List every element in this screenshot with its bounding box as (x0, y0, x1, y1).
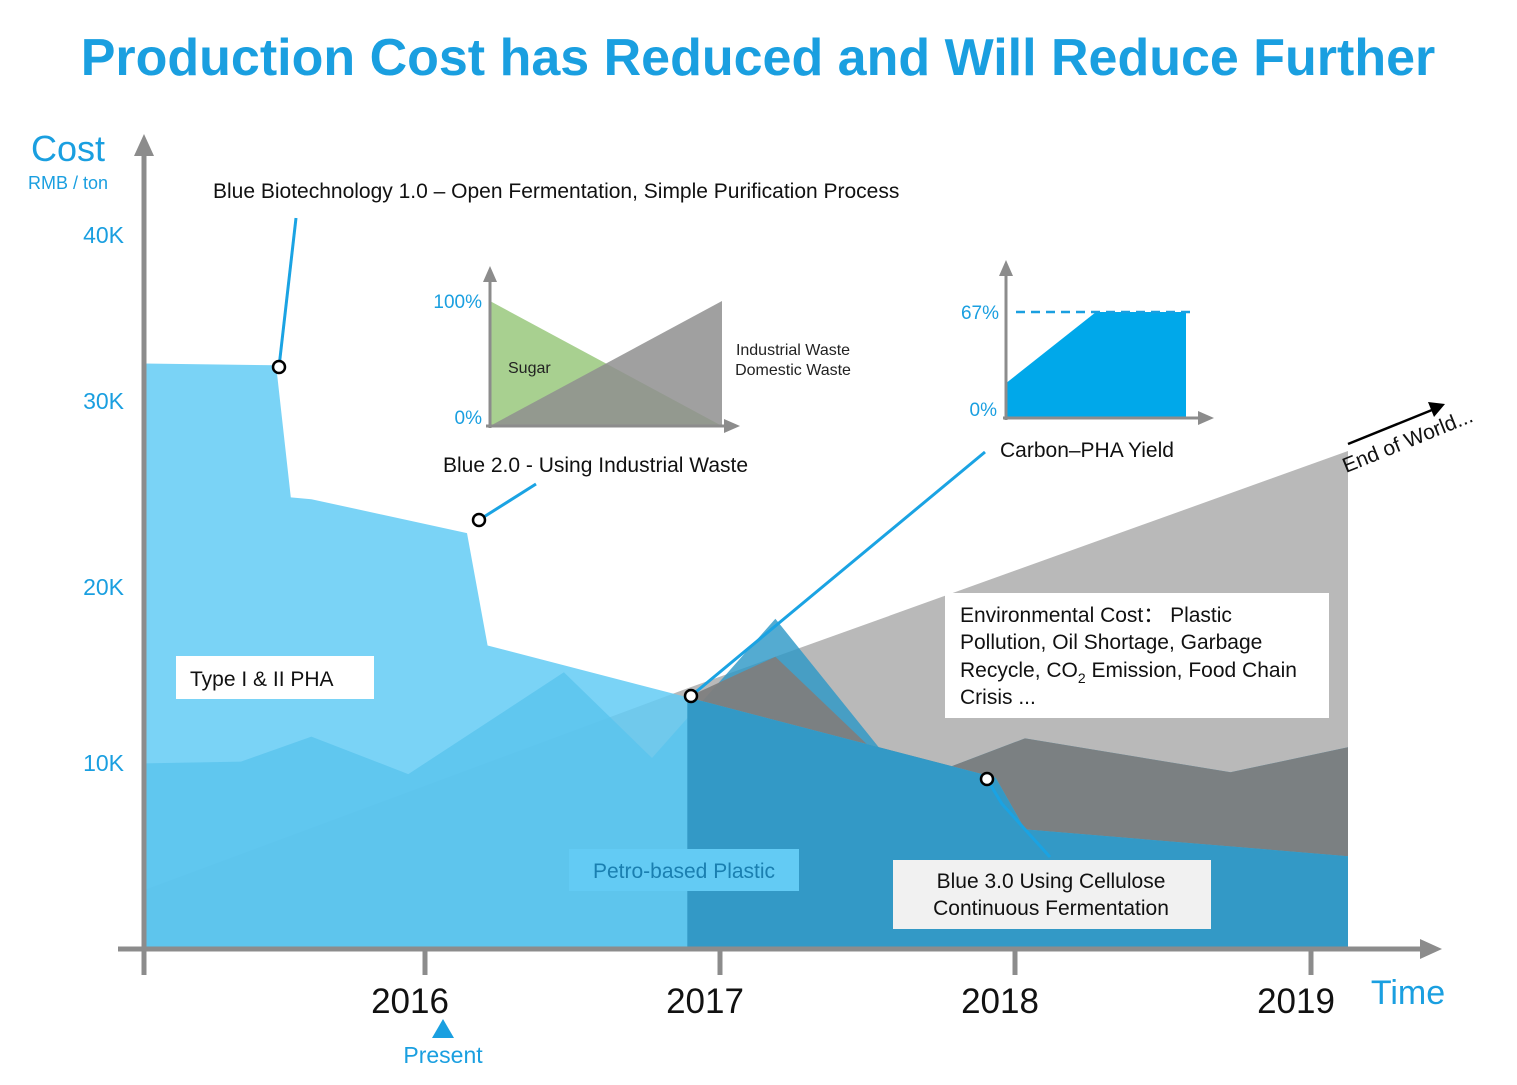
inset-feedstock-ylabel-bottom: 0% (455, 408, 483, 429)
annotation-yield: Carbon–PHA Yield (1000, 439, 1174, 462)
env-line3-b: Emission, Food Chain (1086, 659, 1297, 682)
series-area-type-i-ii-pha (144, 363, 1348, 949)
legend-pha-label: Type I & II PHA (190, 668, 334, 691)
y-tick-label-30K: 30K (83, 388, 125, 414)
y-tick-label-40K: 40K (83, 222, 125, 248)
env-line3-a: Recycle, CO (960, 659, 1078, 682)
environmental-cost-line4: Crisis ... (960, 686, 1036, 709)
milestone-point-1 (271, 359, 287, 375)
overlap-area-dark (687, 656, 1348, 857)
x-tick-layer: 2016 2017 2018 2019 (141, 949, 1335, 1021)
present-marker-triangle (432, 1019, 454, 1038)
y-axis-arrow (134, 134, 154, 156)
leader-line-blue-1 (277, 217, 298, 368)
y-tick-label-10K: 10K (83, 750, 125, 776)
inset-yield-ylabel-top: 67% (961, 303, 999, 324)
inset-feedstock-x-arrow (724, 419, 740, 433)
end-of-world-arrow-line (1347, 408, 1433, 446)
y-tick-label-20K: 20K (83, 574, 125, 600)
present-marker-label: Present (403, 1042, 483, 1068)
inset-feedstock-ylabel-top: 100% (433, 292, 482, 313)
end-of-world: End of World... (1339, 402, 1476, 478)
inset-feedstock-waste-area (490, 301, 722, 426)
leader-line-blue-3 (985, 778, 1052, 859)
milestone-point-2 (471, 512, 487, 528)
environmental-cost-line3: Recycle, CO2 Emission, Food Chain (960, 659, 1297, 686)
environmental-cost-line2: Pollution, Oil Shortage, Garbage (960, 631, 1262, 654)
annotation-blue-3-box (893, 860, 1211, 929)
legend-petro-box (569, 849, 799, 891)
leader-line-yield (690, 450, 986, 698)
inset-yield-ylabel-bottom: 0% (970, 400, 998, 421)
leader-lines (277, 217, 1052, 859)
end-of-world-arrowhead (1428, 402, 1445, 417)
inset-yield-x-arrow (1198, 411, 1214, 425)
inset-feedstock-sugar-label: Sugar (508, 360, 551, 377)
annotation-blue-2: Blue 2.0 - Using Industrial Waste (443, 454, 748, 477)
inset-feedstock-waste-label-1: Industrial Waste (736, 342, 850, 359)
inset-feedstock-waste-label-2: Domestic Waste (735, 362, 851, 379)
leader-line-blue-2 (478, 482, 537, 522)
x-axis-label: Time (1371, 974, 1445, 1012)
inset-yield: 67% 0% (961, 260, 1214, 425)
environmental-cost-box (945, 593, 1329, 718)
annotation-blue-1: Blue Biotechnology 1.0 – Open Fermentati… (213, 180, 899, 203)
y-axis-label: Cost (31, 128, 105, 169)
env-line3-sub: 2 (1078, 670, 1086, 686)
legend-petro-label: Petro-based Plastic (593, 860, 775, 883)
x-tick-label-2019: 2019 (1257, 982, 1335, 1021)
axes (118, 134, 1442, 975)
milestone-point-4 (979, 771, 995, 787)
x-tick-label-2018: 2018 (961, 982, 1039, 1021)
environmental-cost-text: Environmental Cost： Plastic Pollution, O… (960, 604, 1297, 709)
x-axis-arrow (1420, 939, 1442, 959)
environmental-cost-line1: Environmental Cost： Plastic (960, 604, 1232, 627)
x-tick-label-2016: 2016 (371, 982, 449, 1021)
milestone-point-3 (683, 688, 699, 704)
milestone-layer (271, 359, 995, 787)
inset-yield-y-arrow (999, 260, 1013, 276)
chart-title: Production Cost has Reduced and Will Red… (81, 29, 1436, 87)
inset-feedstock: 100% 0% Sugar Industrial Waste Domestic … (433, 266, 851, 433)
annotation-blue-3-line1: Blue 3.0 Using Cellulose (937, 870, 1166, 893)
x-tick-label-2017: 2017 (666, 982, 744, 1021)
inset-yield-area (1006, 312, 1186, 418)
y-tick-layer: 10K 20K 30K 40K (83, 222, 125, 776)
inset-feedstock-y-arrow (483, 266, 497, 282)
end-of-world-label: End of World... (1339, 404, 1476, 477)
annotation-blue-3-line2: Continuous Fermentation (933, 897, 1169, 920)
legend-pha-box (176, 656, 374, 699)
y-axis-unit: RMB / ton (28, 173, 108, 193)
